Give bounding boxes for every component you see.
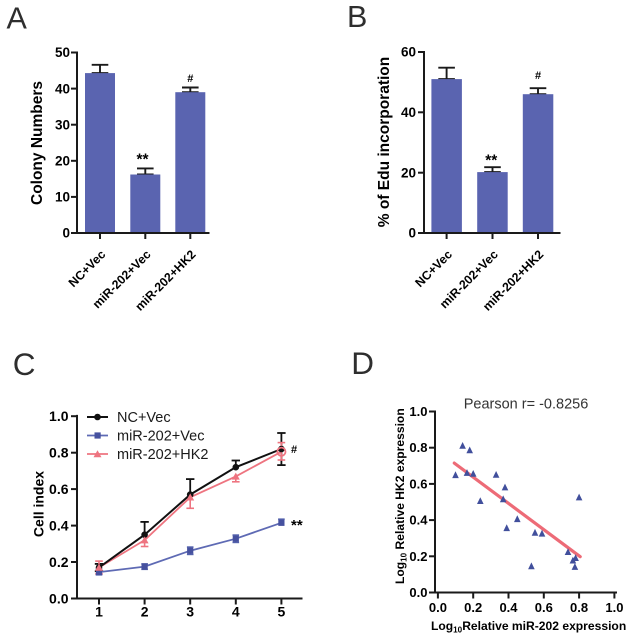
svg-text:0: 0: [408, 226, 416, 241]
svg-text:20: 20: [401, 165, 416, 180]
svg-text:**: **: [136, 152, 149, 169]
svg-text:0: 0: [62, 226, 70, 241]
svg-text:D: D: [351, 345, 374, 381]
svg-text:#: #: [187, 73, 193, 85]
svg-text:1.0: 1.0: [409, 404, 427, 419]
svg-text:Pearson r= -0.8256: Pearson r= -0.8256: [464, 397, 589, 413]
svg-text:**: **: [485, 153, 498, 170]
svg-text:5: 5: [278, 604, 286, 620]
svg-text:C: C: [13, 346, 36, 382]
svg-text:Log10Relative miR-202 expressi: Log10Relative miR-202 expression: [431, 619, 626, 635]
svg-text:0.0: 0.0: [409, 585, 427, 600]
svg-text:NC+Vec: NC+Vec: [117, 410, 171, 426]
svg-text:4: 4: [232, 604, 240, 620]
svg-text:0.4: 0.4: [409, 513, 428, 528]
svg-text:#: #: [535, 70, 541, 82]
svg-text:0.2: 0.2: [464, 600, 482, 615]
svg-text:Cell index: Cell index: [31, 471, 47, 537]
svg-text:0.4: 0.4: [499, 600, 518, 615]
svg-text:miR-202+Vec: miR-202+Vec: [117, 429, 204, 445]
svg-text:Colony Numbers: Colony Numbers: [29, 81, 46, 205]
svg-text:0.8: 0.8: [49, 445, 69, 461]
svg-text:Log10 Relative HK2 expression: Log10 Relative HK2 expression: [393, 408, 409, 584]
svg-text:0.0: 0.0: [49, 591, 69, 607]
svg-text:0.6: 0.6: [409, 476, 427, 491]
svg-text:0.0: 0.0: [429, 600, 447, 615]
svg-text:#: #: [291, 444, 297, 456]
svg-text:10: 10: [55, 190, 70, 205]
svg-text:50: 50: [55, 45, 70, 60]
svg-text:40: 40: [401, 105, 416, 120]
svg-text:3: 3: [186, 604, 194, 620]
svg-text:40: 40: [55, 81, 70, 96]
svg-text:0.8: 0.8: [409, 440, 427, 455]
svg-text:2: 2: [141, 604, 149, 620]
svg-text:0.8: 0.8: [570, 600, 588, 615]
svg-text:60: 60: [401, 45, 416, 60]
svg-text:0.6: 0.6: [535, 600, 553, 615]
svg-text:0.6: 0.6: [49, 481, 69, 497]
svg-text:0.2: 0.2: [409, 549, 427, 564]
svg-text:20: 20: [55, 154, 70, 169]
svg-text:1: 1: [95, 604, 103, 620]
svg-text:0.2: 0.2: [49, 554, 69, 570]
svg-text:**: **: [291, 517, 303, 534]
svg-text:1.0: 1.0: [49, 408, 69, 424]
svg-text:% of Edu incorporation: % of Edu incorporation: [376, 57, 393, 228]
svg-text:30: 30: [55, 117, 70, 132]
svg-text:A: A: [7, 1, 28, 35]
svg-text:1.0: 1.0: [605, 600, 623, 615]
svg-text:miR-202+HK2: miR-202+HK2: [117, 447, 208, 463]
svg-text:0.4: 0.4: [49, 518, 69, 534]
svg-text:B: B: [347, 0, 367, 34]
